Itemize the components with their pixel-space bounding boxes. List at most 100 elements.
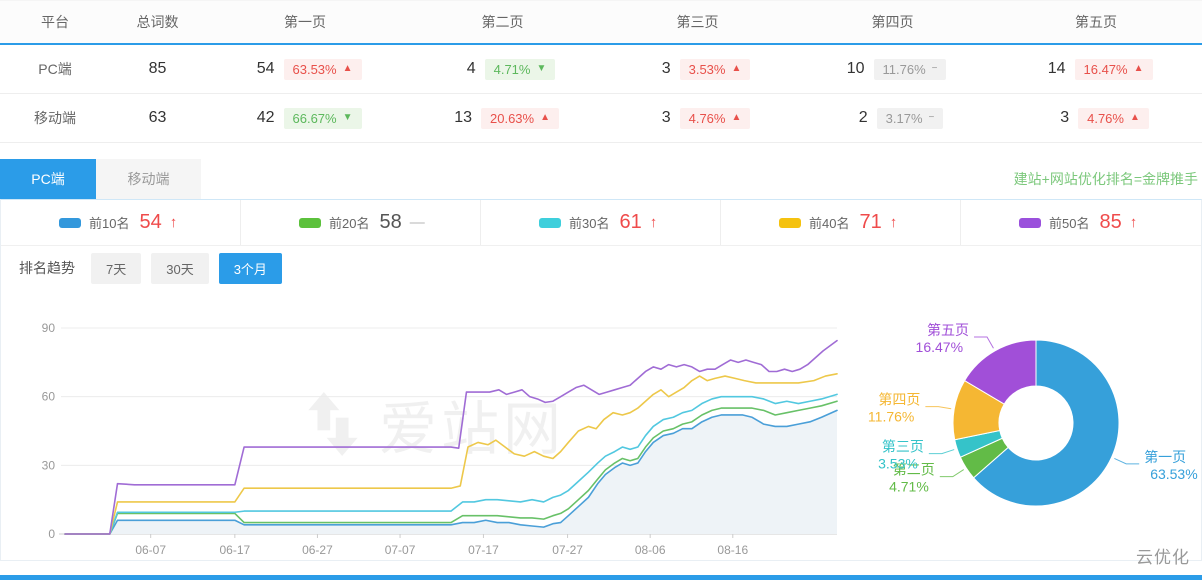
trend-triangle-icon: ▼ [536,63,547,74]
pct-badge: 3.17% − [876,107,944,129]
trend-dash-icon: − [928,112,935,123]
stat-value: 61 [619,211,642,233]
svg-text:06-07: 06-07 [135,543,166,557]
stat-top50[interactable]: 前50名 85 ↑ [961,200,1201,245]
trend-header: 排名趋势 7天 30天 3个月 [1,246,1201,290]
page5-cell: 14 16.47% ▲ [990,58,1202,80]
trend-dash-icon: − [931,63,938,74]
table-header-row: 平台 总词数 第一页 第二页 第三页 第四页 第五页 [0,1,1202,45]
svg-text:60: 60 [42,390,56,404]
svg-text:第四页: 第四页 [878,392,920,408]
svg-text:07-27: 07-27 [552,543,583,557]
col-header-total-words: 总词数 [136,14,179,30]
col-header-page2: 第二页 [481,14,524,30]
page-count: 2 [858,109,868,126]
page-count: 4 [466,60,476,77]
pct-badge: 3.53% ▲ [679,58,751,80]
trend-triangle-icon: ▲ [1129,112,1140,123]
svg-text:3.53%: 3.53% [878,456,918,472]
stat-top30[interactable]: 前30名 61 ↑ [481,200,721,245]
page-count: 3 [661,60,671,77]
trend-triangle-icon: ▼ [342,112,353,123]
trend-line-chart: 0 30 60 90 06-07 06-17 06-27 07-07 07-17 07-27 08-… [42,321,838,557]
range-button-7d[interactable]: 7天 [91,252,142,284]
svg-text:4.71%: 4.71% [889,479,929,495]
col-header-page3: 第三页 [676,14,719,30]
page-count: 42 [256,109,275,126]
col-header-page1: 第一页 [284,14,326,30]
tab-mobile[interactable]: 移动端 [96,159,201,199]
stat-top20[interactable]: 前20名 58 — [241,200,481,245]
col-header-page4: 第四页 [871,14,914,30]
page-count: 54 [256,60,275,77]
up-arrow-icon: ↑ [169,214,178,231]
col-header-platform: 平台 [41,14,69,30]
top30-color-chip [539,217,561,228]
trend-title: 排名趋势 [19,260,75,276]
top20-color-chip [299,217,321,228]
tab-pc[interactable]: PC端 [0,159,96,199]
stat-value: 71 [859,211,882,233]
pct-badge: 63.53% ▲ [283,58,362,80]
stat-top40[interactable]: 前40名 71 ↑ [721,200,961,245]
svg-text:第一页: 第一页 [1144,449,1186,465]
page2-cell: 4 4.71% ▼ [405,58,600,80]
footer-brand: 云优化 [1136,548,1190,567]
page4-cell: 10 11.76% − [795,58,990,80]
svg-text:08-06: 08-06 [635,543,666,557]
svg-text:07-07: 07-07 [385,543,416,557]
pct-badge: 20.63% ▲ [481,107,559,129]
page3-cell: 3 3.53% ▲ [600,58,795,80]
trend-triangle-icon: ▲ [540,112,550,123]
stat-value: 58 [379,211,402,233]
stat-value: 85 [1099,211,1122,233]
bottom-accent-bar [0,575,1202,580]
pct-badge: 11.76% − [873,58,947,80]
svg-text:16.47%: 16.47% [916,339,963,355]
total-words-value: 85 [148,60,167,77]
page2-cell: 13 20.63% ▲ [405,107,600,129]
svg-text:第二页: 第二页 [893,462,935,478]
svg-text:0: 0 [48,527,55,541]
svg-text:06-17: 06-17 [219,543,250,557]
up-arrow-icon: ↑ [1129,214,1138,231]
col-header-page5: 第五页 [1075,14,1117,30]
platform-label: PC端 [38,61,72,77]
page3-cell: 3 4.76% ▲ [600,107,795,129]
pc-detail-panel: 前10名 54 ↑ 前20名 58 — 前30名 61 ↑ 前40名 71 ↑ … [0,199,1202,561]
rank-stats-row: 前10名 54 ↑ 前20名 58 — 前30名 61 ↑ 前40名 71 ↑ … [1,200,1201,246]
table-row-pc: PC端 85 54 63.53% ▲ 4 4.71% ▼ 3 3.53% ▲ 10 1… [0,45,1202,94]
svg-text:63.53%: 63.53% [1150,466,1197,482]
trend-triangle-icon: ▲ [1133,63,1144,74]
page1-cell: 54 63.53% ▲ [205,58,405,80]
page1-cell: 42 66.67% ▼ [205,107,405,129]
table-row-mobile: 移动端 63 42 66.67% ▼ 13 20.63% ▲ 3 4.76% ▲ 2 … [0,94,1202,143]
page4-cell: 2 3.17% − [795,107,990,129]
page5-cell: 3 4.76% ▲ [990,107,1202,129]
pct-badge: 66.67% ▼ [283,107,362,129]
trend-triangle-icon: ▲ [731,112,742,123]
platform-label: 移动端 [34,110,76,126]
top40-color-chip [779,217,801,228]
up-arrow-icon: ↑ [649,214,658,231]
page-count: 13 [454,109,472,126]
svg-text:07-17: 07-17 [468,543,499,557]
stat-value: 54 [139,211,162,233]
page-count: 3 [1060,109,1070,126]
total-words-value: 63 [148,109,167,126]
svg-text:第五页: 第五页 [927,322,969,338]
pct-badge: 4.71% ▼ [484,58,556,80]
pct-badge: 16.47% ▲ [1074,58,1153,80]
pct-badge: 4.76% ▲ [1078,107,1149,129]
stat-label: 前10名 [89,216,130,231]
stat-label: 前50名 [1049,216,1090,231]
trend-triangle-icon: ▲ [342,63,353,74]
ranking-summary-table: 平台 总词数 第一页 第二页 第三页 第四页 第五页 PC端 85 54 63.… [0,0,1202,143]
trend-triangle-icon: ▲ [731,63,742,74]
top10-color-chip [59,217,81,228]
promo-link[interactable]: 建站+网站优化排名=金牌推手 [1013,171,1198,187]
range-button-3m[interactable]: 3个月 [218,252,282,284]
stat-top10[interactable]: 前10名 54 ↑ [1,200,241,245]
range-button-30d[interactable]: 30天 [151,252,209,284]
